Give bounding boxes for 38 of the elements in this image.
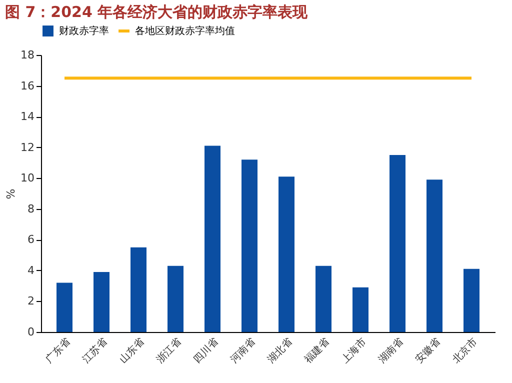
y-tick-label: 4 (28, 264, 34, 277)
y-tick-label: 8 (28, 202, 34, 216)
y-tick-label: 10 (20, 172, 34, 185)
bar (94, 272, 110, 332)
bar (390, 155, 406, 332)
y-tick-label: 6 (28, 233, 34, 246)
x-tick-label: 上海市 (339, 336, 369, 366)
y-tick-label: 16 (20, 79, 34, 92)
y-tick-label: 14 (20, 110, 34, 124)
bar (204, 146, 220, 332)
bar (56, 282, 72, 332)
chart-title: 图 7：2024 年各经济大省的财政赤字率表现 (5, 3, 309, 21)
bar (352, 287, 368, 332)
x-tick-label: 江苏省 (80, 336, 110, 366)
legend-label: 财政赤字率 (59, 25, 109, 37)
x-tick-label: 四川省 (191, 336, 221, 366)
x-tick-label: 山东省 (117, 336, 147, 366)
x-tick-label: 福建省 (302, 336, 332, 366)
bar (464, 268, 480, 332)
bar (168, 266, 184, 332)
x-tick-label: 浙江省 (154, 336, 184, 366)
x-tick-label: 广东省 (43, 336, 73, 366)
x-tick-label: 北京市 (450, 336, 480, 366)
y-axis-title: % (4, 188, 18, 200)
x-tick-label: 湖南省 (376, 336, 406, 366)
y-tick-label: 2 (28, 294, 34, 308)
x-tick-label: 河南省 (228, 336, 258, 366)
bar (426, 180, 442, 332)
bar (242, 160, 258, 332)
bar (130, 247, 146, 332)
legend-label: 各地区财政赤字率均值 (135, 25, 235, 37)
y-tick-label: 18 (20, 48, 34, 62)
bar (316, 266, 332, 332)
y-tick-label: 0 (28, 326, 34, 338)
y-tick-label: 12 (20, 140, 34, 154)
x-tick-label: 安徽省 (413, 336, 443, 366)
x-tick-label: 湖北省 (265, 336, 295, 366)
bar (278, 176, 294, 332)
